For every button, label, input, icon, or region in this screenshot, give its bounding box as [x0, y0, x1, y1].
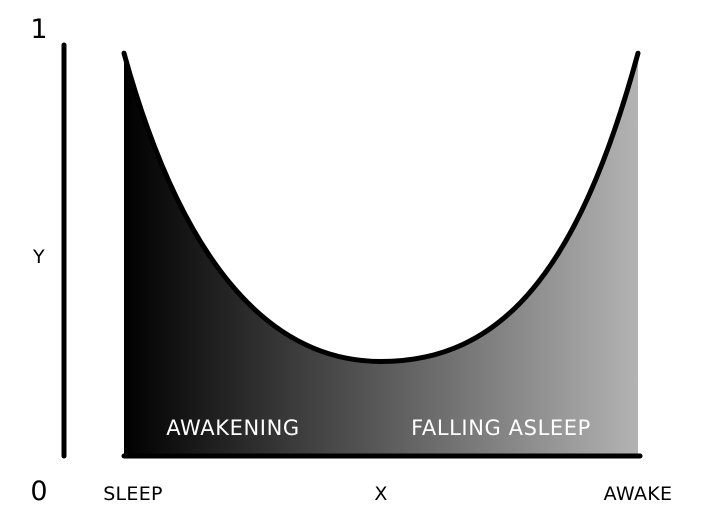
x-axis-left-label: SLEEP — [103, 483, 163, 505]
u-curve-line — [121, 50, 641, 364]
region-label-falling-asleep: FALLING ASLEEP — [411, 416, 591, 440]
y-axis-min-label: 0 — [30, 476, 47, 507]
curve-area-fill — [124, 53, 638, 456]
y-axis-max-label: 1 — [30, 14, 47, 45]
x-axis-title: X — [374, 483, 387, 505]
x-axis-right-label: AWAKE — [604, 483, 673, 505]
y-axis-title: Y — [32, 246, 45, 268]
region-label-awakening: AWAKENING — [166, 416, 300, 440]
